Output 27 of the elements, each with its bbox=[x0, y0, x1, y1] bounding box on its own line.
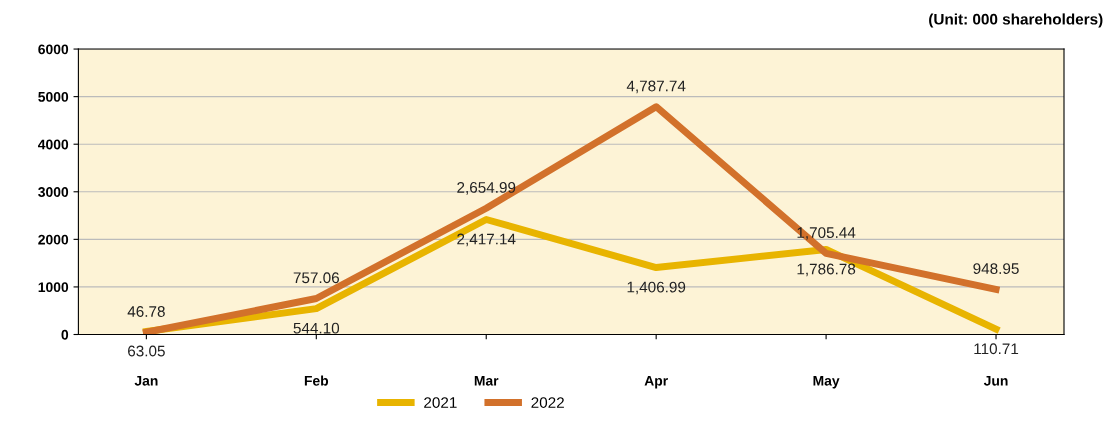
legend-label: 2022 bbox=[531, 397, 564, 408]
y-tick-label: 1000 bbox=[38, 282, 69, 293]
y-tick-label: 3000 bbox=[38, 187, 69, 197]
data-label: 544.10 bbox=[293, 322, 340, 334]
data-label: 948.95 bbox=[973, 263, 1019, 275]
y-tick-label: 0 bbox=[61, 329, 69, 340]
data-label: 2,654.99 bbox=[457, 182, 516, 195]
y-tick-label: 2000 bbox=[38, 234, 69, 245]
data-label: 1,786.78 bbox=[797, 263, 856, 277]
data-label: 757.06 bbox=[293, 272, 339, 284]
x-tick-label: Feb bbox=[304, 375, 329, 386]
y-tick-label: 5000 bbox=[38, 91, 69, 102]
y-tick-label: 6000 bbox=[38, 44, 69, 55]
data-label: 2,417.14 bbox=[457, 233, 516, 247]
legend-label: 2021 bbox=[424, 397, 457, 408]
y-tick-label: 4000 bbox=[37, 139, 69, 150]
data-label: 1,406.99 bbox=[627, 281, 686, 295]
text: (Unit: 000 shareholders) bbox=[929, 13, 1103, 28]
data-label: 63.05 bbox=[128, 345, 165, 357]
x-tick-label: May bbox=[813, 375, 840, 389]
x-tick-label: Jun bbox=[983, 375, 1008, 386]
x-tick-label: Jan bbox=[134, 375, 158, 386]
data-label: 4,787.74 bbox=[626, 80, 686, 94]
data-label: 46.78 bbox=[127, 306, 165, 317]
x-tick-label: Apr bbox=[644, 375, 668, 389]
x-tick-label: Mar bbox=[474, 375, 499, 386]
data-label: 110.71 bbox=[974, 343, 1019, 355]
